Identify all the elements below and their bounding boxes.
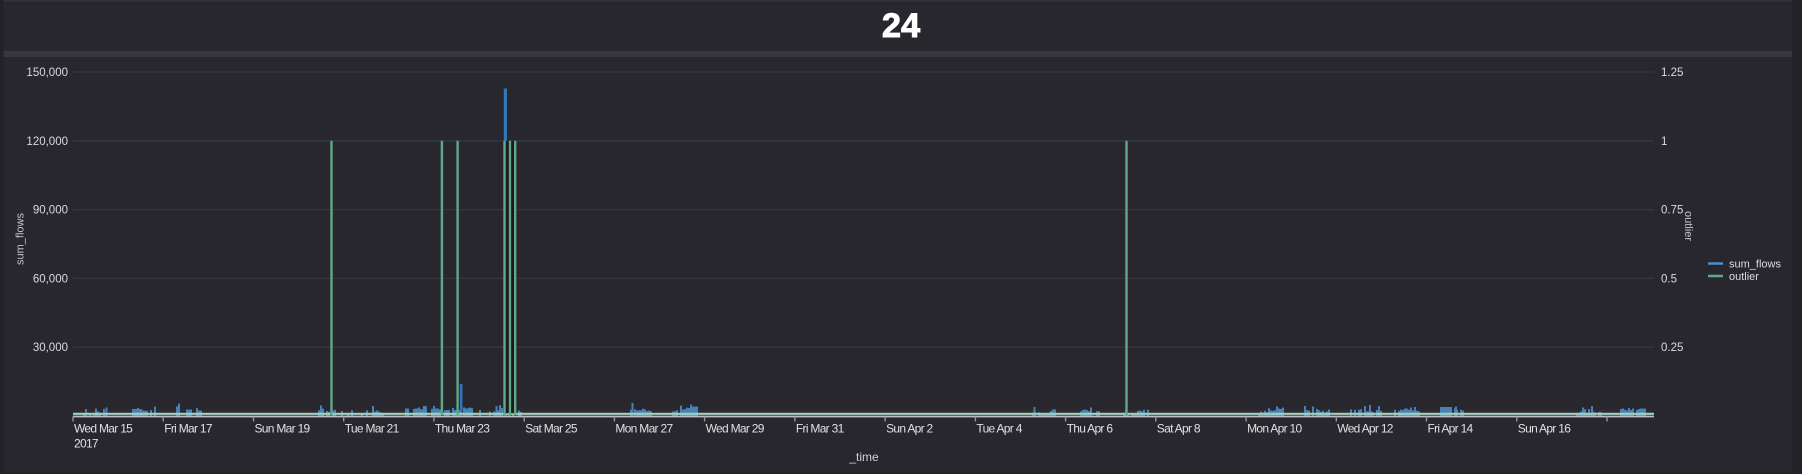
svg-text:0.5: 0.5 — [1661, 273, 1677, 285]
svg-text:60,000: 60,000 — [33, 273, 68, 285]
svg-text:Thu Mar 23: Thu Mar 23 — [435, 422, 490, 436]
svg-text:Sun Apr 16: Sun Apr 16 — [1518, 422, 1571, 436]
svg-text:0.25: 0.25 — [1661, 342, 1683, 354]
svg-text:150,000: 150,000 — [26, 67, 68, 79]
svg-text:Wed Mar 15: Wed Mar 15 — [74, 422, 133, 436]
svg-text:30,000: 30,000 — [33, 342, 68, 354]
svg-text:90,000: 90,000 — [33, 205, 68, 217]
svg-text:Sat Apr 8: Sat Apr 8 — [1157, 422, 1201, 436]
svg-text:outlier: outlier — [1729, 271, 1759, 283]
svg-text:sum_flows: sum_flows — [1729, 259, 1781, 271]
svg-text:_time: _time — [848, 450, 879, 464]
svg-text:24: 24 — [882, 7, 920, 45]
svg-text:Fri Mar 31: Fri Mar 31 — [796, 422, 845, 436]
svg-text:Tue Apr 4: Tue Apr 4 — [976, 422, 1022, 436]
svg-text:Thu Apr 6: Thu Apr 6 — [1067, 422, 1114, 436]
svg-text:Mon Mar 27: Mon Mar 27 — [615, 422, 673, 436]
svg-text:outlier: outlier — [1682, 211, 1694, 241]
svg-text:Fri Apr 14: Fri Apr 14 — [1428, 422, 1474, 436]
svg-text:Fri Mar 17: Fri Mar 17 — [164, 422, 213, 436]
svg-text:Wed Mar 29: Wed Mar 29 — [706, 422, 765, 436]
svg-text:Sun Mar 19: Sun Mar 19 — [255, 422, 311, 436]
svg-text:0.75: 0.75 — [1661, 205, 1683, 217]
svg-text:Tue Mar 21: Tue Mar 21 — [345, 422, 400, 436]
svg-text:Sun Apr 2: Sun Apr 2 — [886, 422, 933, 436]
svg-text:sum_flows: sum_flows — [15, 213, 27, 265]
svg-text:Wed Apr 12: Wed Apr 12 — [1337, 422, 1394, 436]
svg-text:120,000: 120,000 — [26, 136, 68, 148]
svg-text:1.25: 1.25 — [1661, 67, 1683, 79]
svg-text:1: 1 — [1661, 136, 1667, 148]
svg-text:2017: 2017 — [74, 436, 99, 450]
svg-text:Sat Mar 25: Sat Mar 25 — [525, 422, 578, 436]
svg-text:Mon Apr 10: Mon Apr 10 — [1247, 422, 1302, 436]
